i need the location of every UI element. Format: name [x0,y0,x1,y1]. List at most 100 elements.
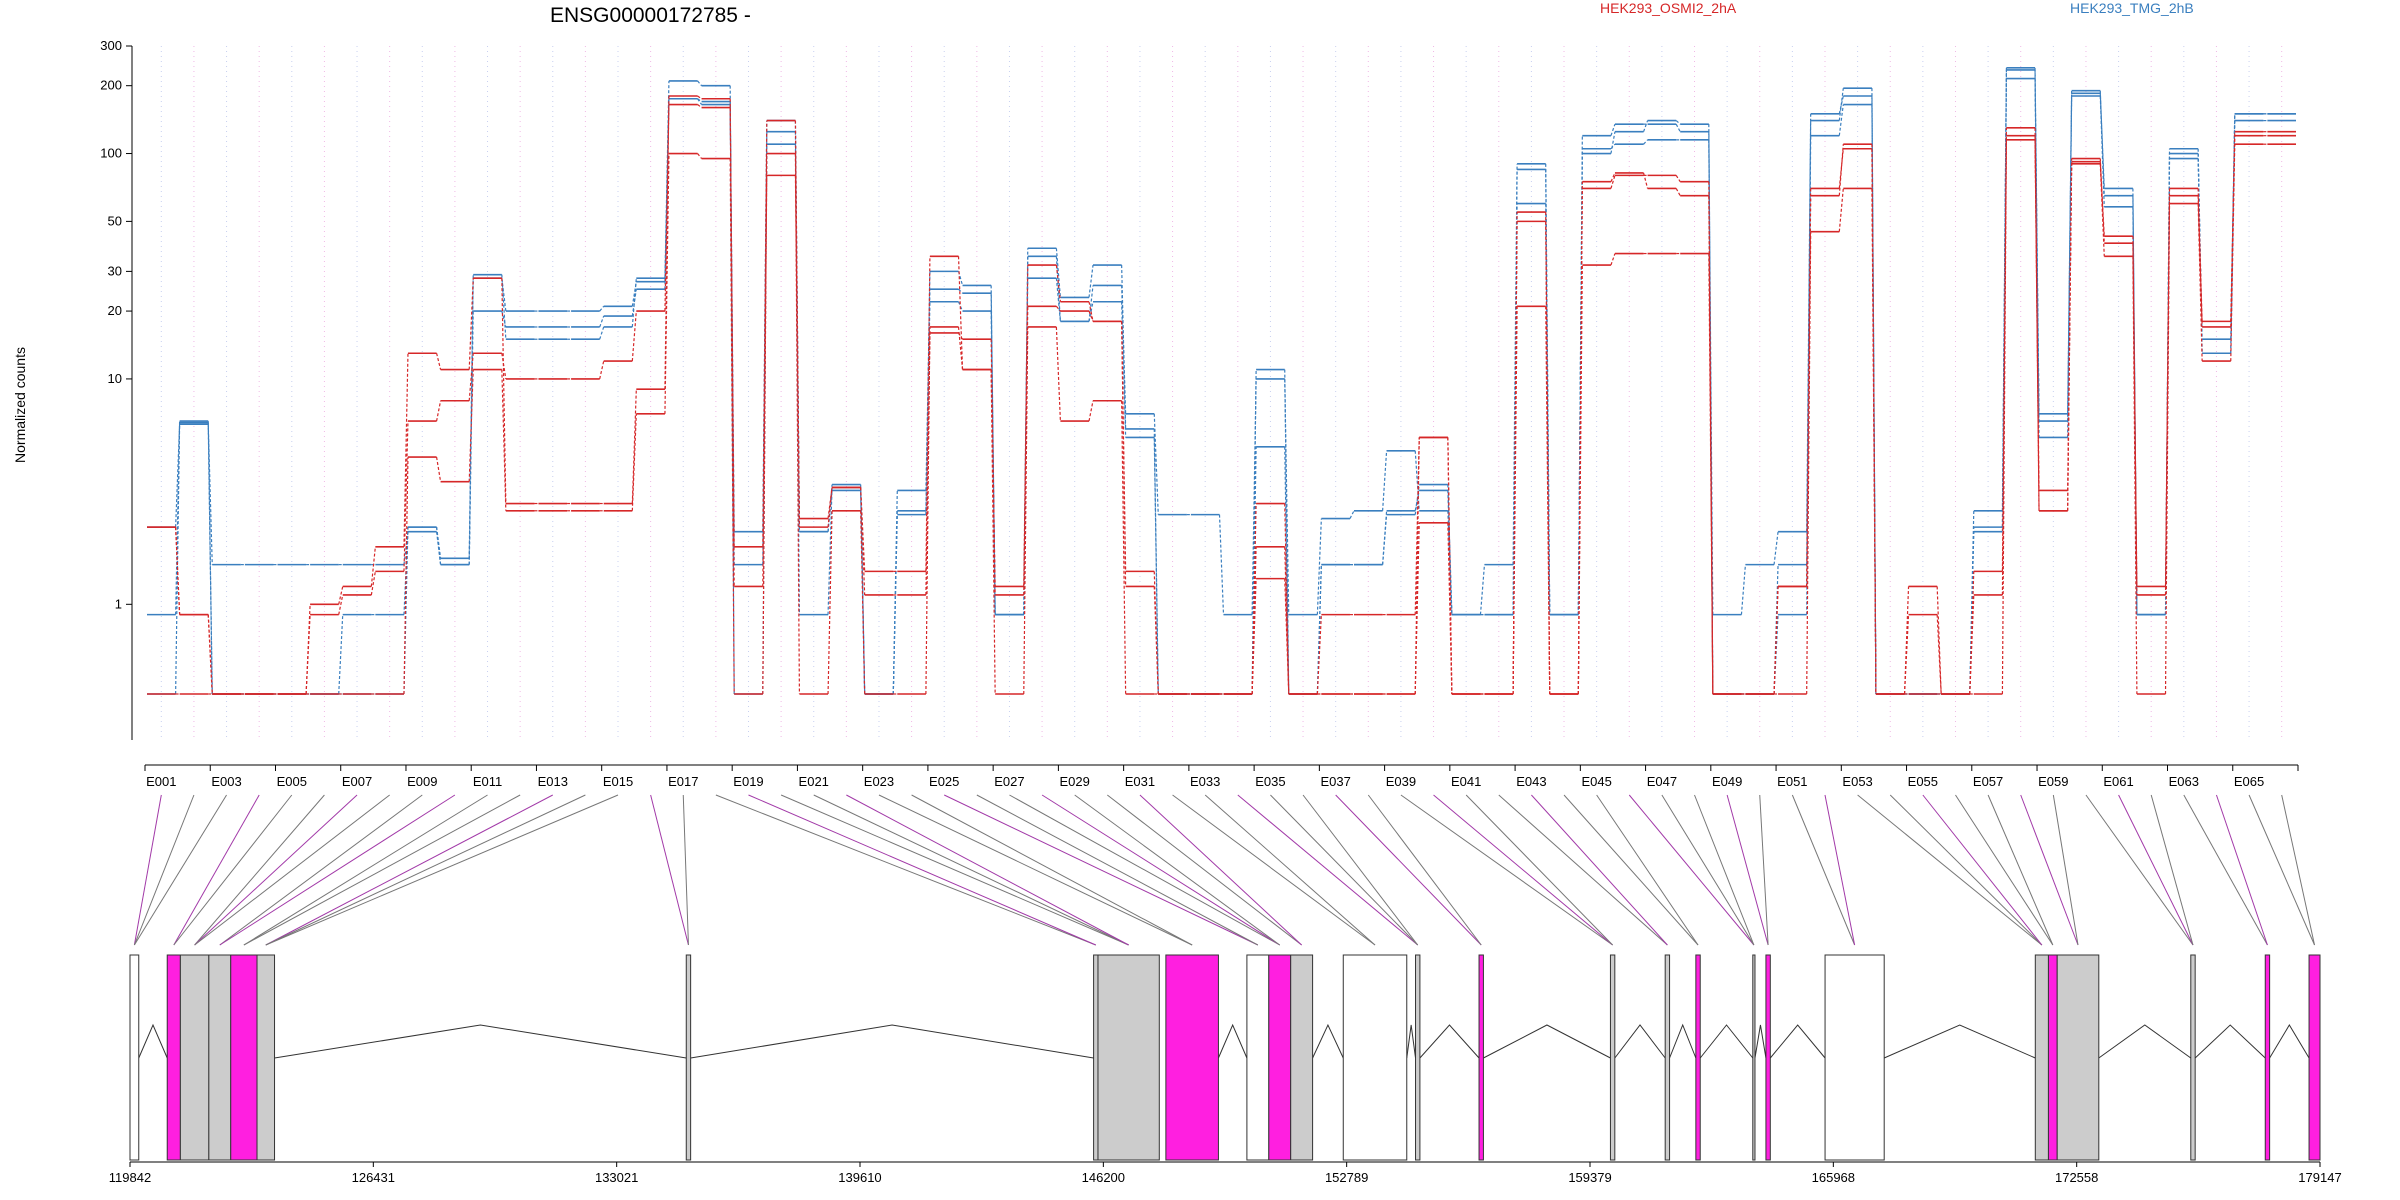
series-4-connector [1806,195,1812,587]
exon-block [1415,954,1421,1161]
exon-block [685,954,692,1161]
series-5-connector [762,153,768,694]
exon-link-line [2215,794,2268,946]
exon-link-line [1237,794,1419,946]
series-2-connector [338,614,344,695]
y-tick-label: 20 [108,303,122,318]
series-4-connector [501,353,507,380]
exon-link-line [1498,794,1668,946]
exon-label: E063 [2169,774,2199,789]
exon-link-line [1270,794,1419,946]
exon-link-line [133,794,195,946]
exon-block [179,954,210,1161]
series-1-connector [599,305,605,312]
exon-label: E009 [407,774,437,789]
intron-line [1406,1024,1417,1059]
exon-label: E047 [1647,774,1677,789]
exon-block [1290,954,1314,1161]
series-4-connector [860,487,866,595]
exon-link-line [1694,794,1755,946]
series-2-connector [435,527,442,559]
intron-line [1769,1024,1826,1059]
series-5-connector [1023,326,1029,695]
exon-block [1097,954,1160,1161]
exon-block [166,954,181,1161]
series-4-connector [1284,503,1290,695]
series-2-connector [697,80,703,87]
series-4-connector [1316,614,1322,695]
series-5-connector [1577,265,1583,695]
series-3-connector [501,278,507,504]
series-1-connector [1088,264,1094,298]
exon-label: E065 [2234,774,2264,789]
exon-link-line [682,794,689,946]
series-2-connector [1121,301,1127,438]
series-2-connector [1316,564,1322,695]
exon-link-line [2281,794,2316,946]
exon-label: E055 [1908,774,1938,789]
intron-line [690,1024,1094,1059]
series-3-connector [370,546,376,587]
exon-link-line [2248,794,2315,946]
exon-link-line [243,794,488,946]
series-3-connector [697,95,702,100]
exon-link-line [1041,794,1281,946]
exon-block [2308,954,2321,1161]
exon-block [208,954,232,1161]
exon-label: E013 [538,774,568,789]
series-3-connector [631,389,637,504]
exon-label: E007 [342,774,372,789]
exon-link-line [1922,794,2043,946]
exon-link-line [650,794,689,946]
series-5-connector [1088,400,1094,422]
series-3-connector [1936,586,1942,695]
series-5-connector [2067,163,2073,511]
intron-line [1669,1023,1697,1059]
series-2-connector [664,80,670,279]
series-1-connector [1251,369,1257,695]
exon-block [1268,954,1292,1161]
series-4-connector [1447,437,1453,695]
series-3-connector [1675,188,1681,196]
exon-link-line [2020,794,2079,946]
exon-link-line [1791,794,1856,946]
exon-link-line [1433,794,1613,946]
series-0-connector [958,288,963,294]
y-tick-label: 1 [115,596,122,611]
series-5-connector [2164,203,2171,694]
series-4-connector [403,421,409,572]
series-1-connector [1643,120,1649,132]
exon-label: E015 [603,774,633,789]
series-3-connector [664,95,670,390]
exon-link-line [1889,794,2043,946]
exon-link-line [1465,794,1613,946]
series-5-connector [1055,326,1061,422]
exon-label: E031 [1125,774,1155,789]
exon-link-line [1857,794,2043,946]
series-1-connector [1055,248,1061,298]
exon-link-line [2150,794,2194,946]
exon-link-line [243,794,521,946]
exon-label: E051 [1777,774,1807,789]
exon-label: E043 [1516,774,1546,789]
series-5-connector [631,413,637,511]
series-4-connector [1088,310,1094,322]
series-1-connector [1121,265,1127,429]
series-5-connector [1708,253,1714,694]
series-2-connector [827,487,833,615]
series-0-connector [1153,413,1159,515]
genome-tick-label: 119842 [109,1170,151,1185]
exon-block [1093,954,1099,1161]
exon-link-line [1107,794,1302,946]
y-tick-label: 300 [100,38,122,53]
exon-link-line [1139,794,1302,946]
exon-label: E017 [668,774,698,789]
exon-link-line [715,794,1096,946]
series-0-connector [207,424,213,565]
intron-line [2098,1024,2192,1059]
series-2-connector [892,510,898,695]
genome-tick-label: 159379 [1568,1170,1611,1185]
series-5-connector [1284,578,1290,695]
series-5-connector [1414,522,1420,695]
exon-block [1342,954,1408,1161]
